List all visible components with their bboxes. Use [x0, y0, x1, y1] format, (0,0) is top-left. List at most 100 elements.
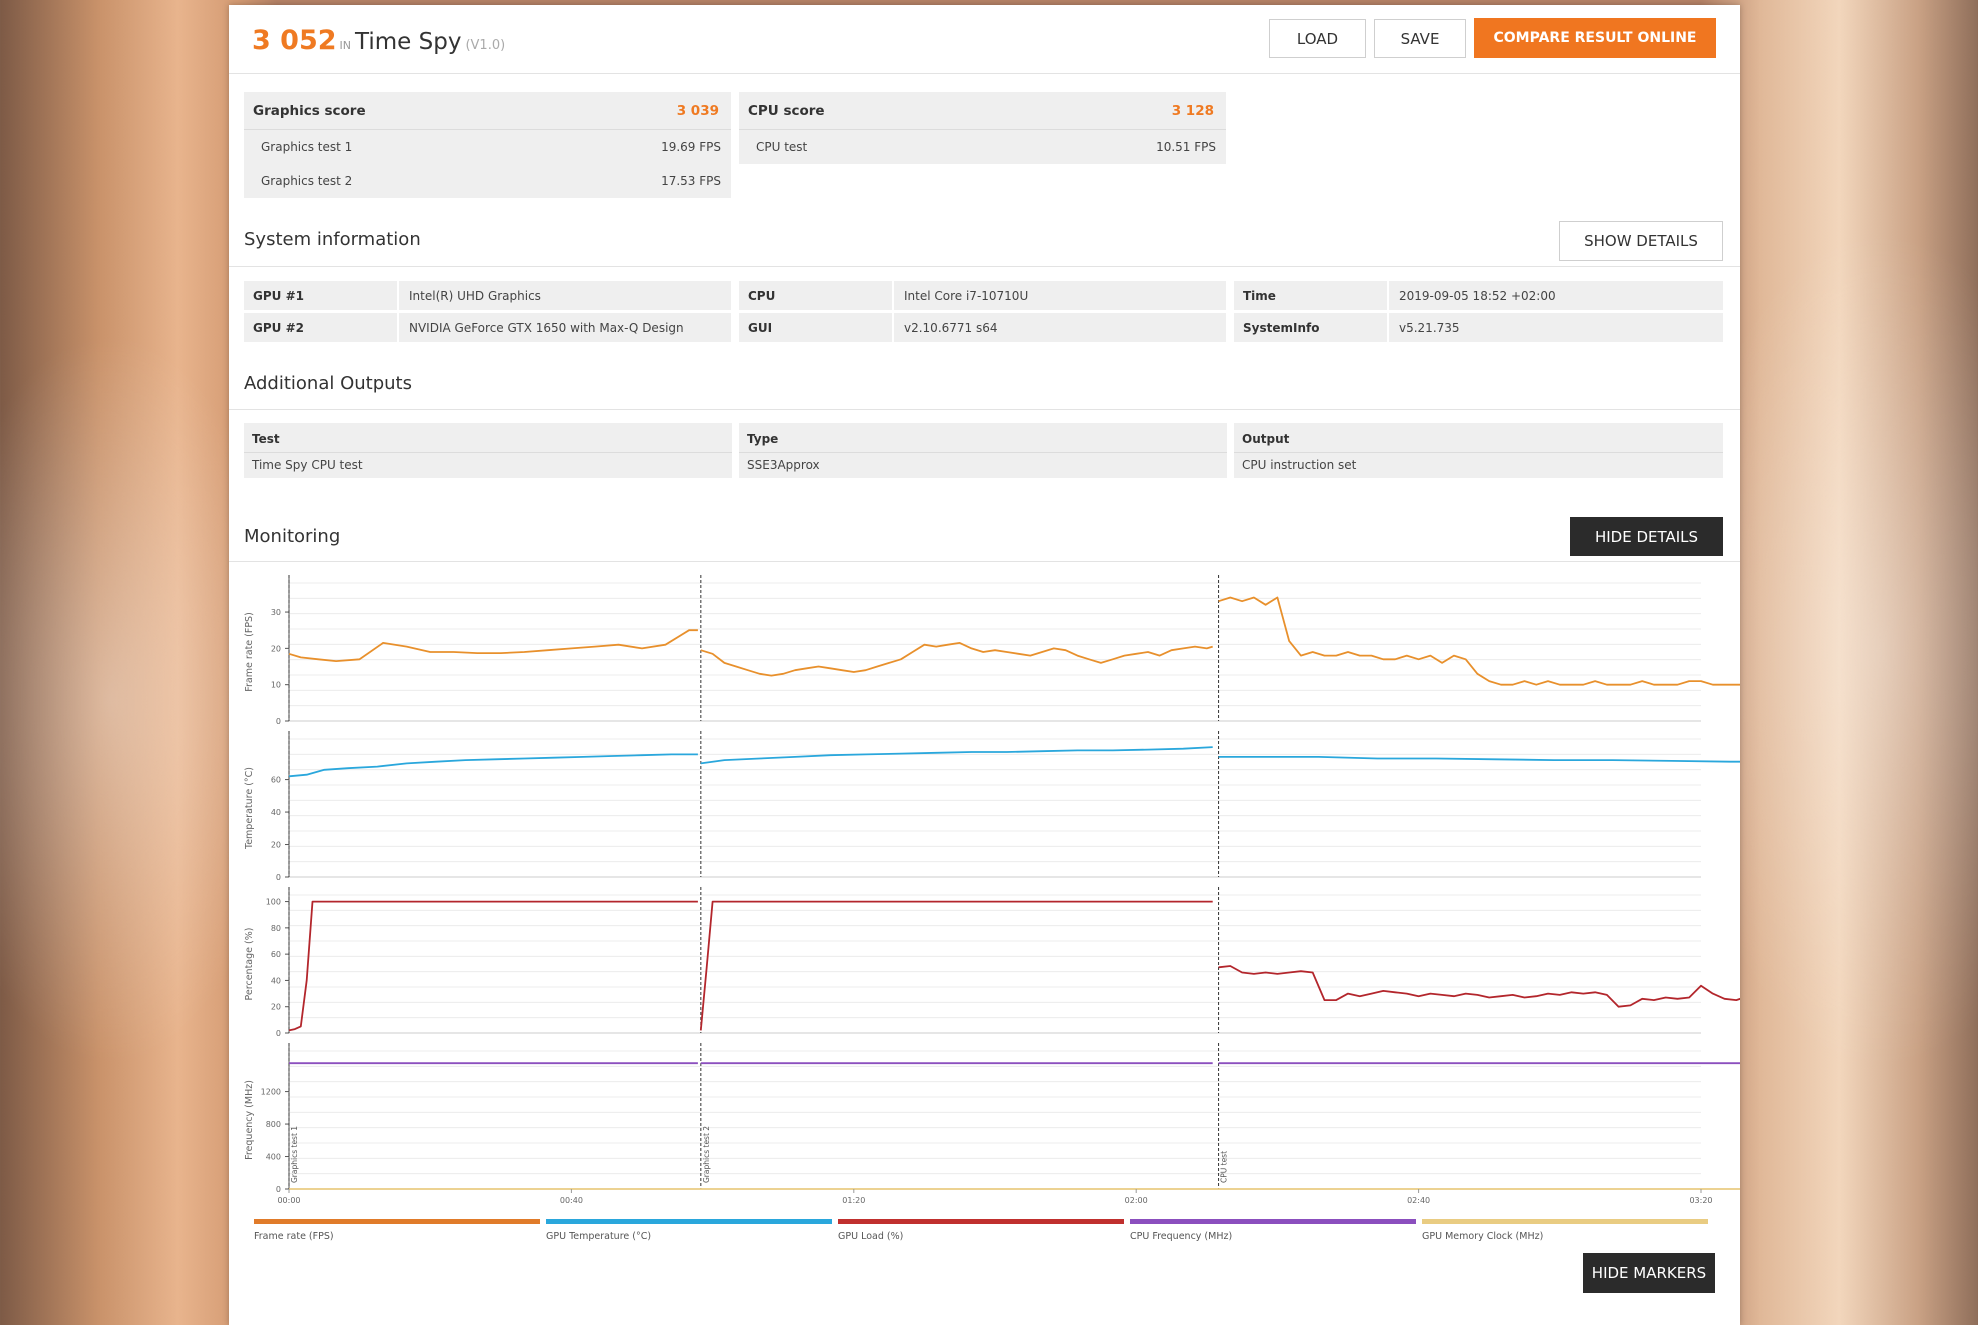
legend-swatch[interactable]: [1130, 1219, 1416, 1224]
cpu-test-label: CPU test: [756, 140, 808, 154]
overall-score: 3 052: [252, 25, 337, 56]
output-header-test: Test: [252, 432, 280, 446]
divider: [739, 452, 1227, 453]
test-marker-label: Graphics test 1: [290, 1126, 299, 1183]
divider: [229, 266, 1740, 267]
info-value-time: 2019-09-05 18:52 +02:00: [1389, 281, 1723, 310]
legend-label: Frame rate (FPS): [254, 1231, 334, 1242]
graphics-test-1-label: Graphics test 1: [261, 140, 353, 154]
monitoring-title: Monitoring: [244, 526, 341, 547]
additional-outputs-title: Additional Outputs: [244, 373, 412, 394]
y-tick-label: 0: [276, 1185, 281, 1194]
y-tick-label: 20: [271, 644, 281, 653]
output-value-output: CPU instruction set: [1242, 458, 1357, 472]
info-row-gui: GUI v2.10.6771 s64: [739, 313, 1226, 342]
test-marker-label: Graphics test 2: [702, 1126, 711, 1183]
compare-result-online-button[interactable]: COMPARE RESULT ONLINE: [1474, 18, 1716, 58]
divider: [229, 561, 1740, 562]
info-key-time: Time: [1234, 281, 1387, 310]
result-panel: 3 052 IN Time Spy (V1.0) LOAD SAVE COMPARE …: [229, 5, 1740, 1325]
system-information-title: System information: [244, 229, 421, 250]
info-value-gpu1: Intel(R) UHD Graphics: [399, 281, 731, 310]
hide-markers-button[interactable]: HIDE MARKERS: [1583, 1253, 1715, 1293]
divider: [1234, 452, 1723, 453]
test-marker-label: CPU test: [1220, 1151, 1229, 1183]
series-line: [1218, 755, 1740, 763]
output-column-test: Test Time Spy CPU test: [244, 423, 732, 478]
y-tick-label: 30: [271, 608, 281, 617]
info-key-cpu: CPU: [739, 281, 892, 310]
series-line: [288, 629, 698, 662]
y-axis-label: Frequency (MHz): [244, 1080, 255, 1160]
series-line: [1218, 596, 1740, 686]
y-tick-label: 20: [271, 841, 281, 850]
info-key-systeminfo: SystemInfo: [1234, 313, 1387, 342]
y-tick-label: 100: [266, 898, 281, 907]
series-line: [288, 753, 698, 778]
legend-label: GPU Load (%): [838, 1231, 904, 1242]
graphics-score-value: 3 039: [676, 102, 719, 119]
series-line: [700, 642, 1213, 677]
cpu-score-label: CPU score: [748, 102, 825, 119]
graphics-test-2-value: 17.53 FPS: [661, 174, 721, 188]
info-value-gpu2: NVIDIA GeForce GTX 1650 with Max-Q Desig…: [399, 313, 731, 342]
x-tick-label: 00:00: [277, 1196, 300, 1205]
series-line: [700, 746, 1213, 765]
legend-label: GPU Temperature (°C): [546, 1231, 652, 1242]
graphics-test-2-label: Graphics test 2: [261, 174, 353, 188]
graphics-score-box: Graphics score 3 039 Graphics test 1 19.…: [244, 92, 731, 198]
divider: [229, 409, 1740, 410]
legend-label: CPU Frequency (MHz): [1130, 1231, 1233, 1242]
y-tick-label: 0: [276, 717, 281, 726]
info-key-gpu2: GPU #2: [244, 313, 397, 342]
test-version: (V1.0): [465, 38, 506, 53]
monitoring-chart: 0 10 20 30 Frame rate (FPS) 0 20 40 60 Temperatur…: [244, 575, 1740, 1205]
info-value-gui: v2.10.6771 s64: [894, 313, 1226, 342]
cpu-score-header: CPU score 3 128: [739, 92, 1226, 130]
output-column-type: Type SSE3Approx: [739, 423, 1227, 478]
output-header-type: Type: [747, 432, 779, 446]
x-tick-label: 02:40: [1407, 1196, 1430, 1205]
cpu-test-row: CPU test 10.51 FPS: [739, 130, 1226, 164]
cpu-test-value: 10.51 FPS: [1156, 140, 1216, 154]
save-button[interactable]: SAVE: [1374, 19, 1466, 58]
series-line: [288, 900, 698, 1032]
x-tick-label: 02:00: [1125, 1196, 1148, 1205]
graphics-test-1-value: 19.69 FPS: [661, 140, 721, 154]
test-name: Time Spy: [355, 29, 462, 55]
output-column-output: Output CPU instruction set: [1234, 423, 1723, 478]
result-header: 3 052 IN Time Spy (V1.0) LOAD SAVE COMPARE …: [229, 5, 1740, 74]
score-in-label: IN: [339, 39, 352, 52]
show-details-button[interactable]: SHOW DETAILS: [1559, 221, 1723, 261]
score-heading: 3 052 IN Time Spy (V1.0): [252, 25, 505, 56]
info-value-systeminfo: v5.21.735: [1389, 313, 1723, 342]
y-tick-label: 10: [271, 681, 281, 690]
graphics-test-1-row: Graphics test 1 19.69 FPS: [244, 130, 731, 164]
output-value-type: SSE3Approx: [747, 458, 820, 472]
graphics-score-label: Graphics score: [253, 102, 366, 119]
series-line: [699, 900, 1213, 1031]
info-row-systeminfo: SystemInfo v5.21.735: [1234, 313, 1723, 342]
output-value-test: Time Spy CPU test: [252, 458, 363, 472]
legend-swatch[interactable]: [546, 1219, 832, 1224]
y-tick-label: 80: [271, 924, 281, 933]
divider: [244, 452, 732, 453]
info-key-gui: GUI: [739, 313, 892, 342]
y-axis-label: Temperature (°C): [244, 767, 255, 850]
info-key-gpu1: GPU #1: [244, 281, 397, 310]
legend-swatch[interactable]: [254, 1219, 540, 1224]
load-button[interactable]: LOAD: [1269, 19, 1366, 58]
hide-details-button[interactable]: HIDE DETAILS: [1570, 517, 1723, 556]
y-axis-label: Percentage (%): [244, 928, 255, 1001]
y-tick-label: 20: [271, 1003, 281, 1012]
legend-swatch[interactable]: [838, 1219, 1124, 1224]
x-tick-label: 01:20: [842, 1196, 865, 1205]
cpu-score-value: 3 128: [1171, 102, 1214, 119]
y-tick-label: 800: [266, 1120, 281, 1129]
legend-swatch[interactable]: [1422, 1219, 1708, 1224]
y-tick-label: 40: [271, 976, 281, 985]
info-value-cpu: Intel Core i7-10710U: [894, 281, 1226, 310]
graphics-test-2-row: Graphics test 2 17.53 FPS: [244, 164, 731, 198]
output-header-output: Output: [1242, 432, 1290, 446]
info-row-gpu2: GPU #2 NVIDIA GeForce GTX 1650 with Max-…: [244, 313, 731, 342]
